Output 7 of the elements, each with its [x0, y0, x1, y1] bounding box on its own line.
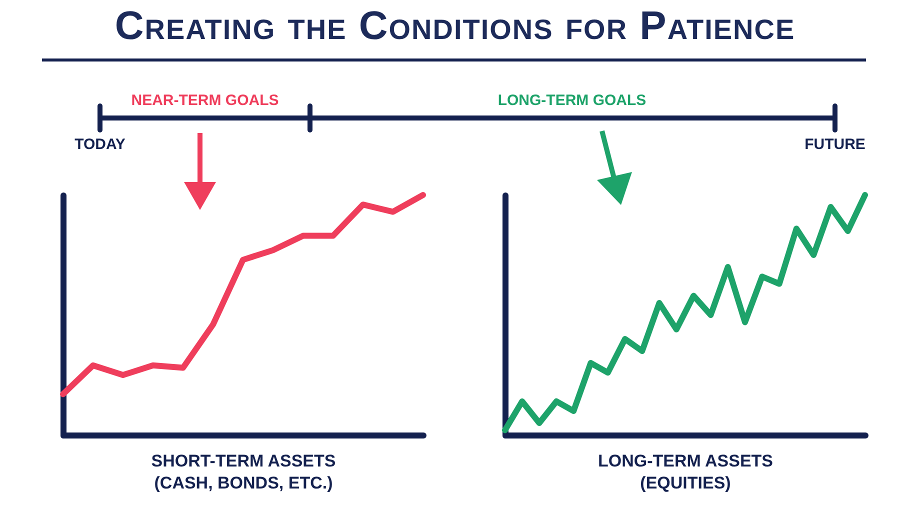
text: LONG-TERM GOALS	[498, 92, 646, 109]
text: FUTURE	[804, 136, 866, 153]
x-axis-title: LONG-TERM ASSETS (EQUITIES)	[598, 452, 774, 492]
text: NEAR-TERM GOALS	[131, 92, 279, 109]
text: Creating the Conditions for Patience	[114, 4, 796, 49]
text: TODAY	[74, 136, 126, 153]
x-axis-title: SHORT-TERM ASSETS (CASH, BONDS, ETC.)	[151, 452, 336, 492]
